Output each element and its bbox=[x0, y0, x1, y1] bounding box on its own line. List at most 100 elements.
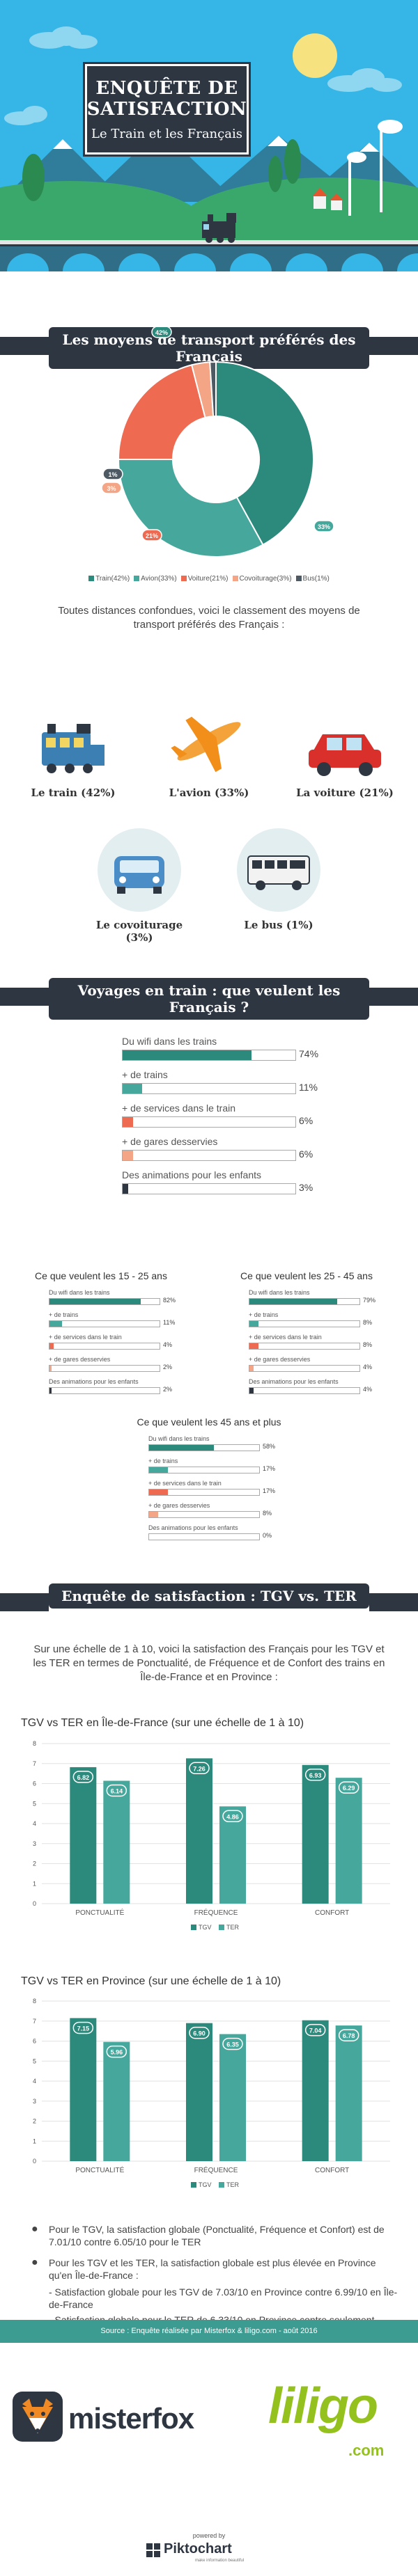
svg-text:33%: 33% bbox=[318, 523, 330, 530]
idf-chart-title: TGV vs TER en Île-de-France (sur une éch… bbox=[21, 1717, 304, 1729]
sun-icon bbox=[293, 33, 337, 78]
hbar-row: + de trains 8% bbox=[249, 1311, 381, 1334]
donut-slice bbox=[117, 364, 206, 460]
bar-tgv bbox=[70, 1767, 97, 1904]
hbar-category-label: Du wifi dans les trains bbox=[148, 1435, 210, 1442]
legend-item: TGV bbox=[191, 1924, 212, 1931]
legend-item: Bus(1%) bbox=[295, 575, 330, 583]
hbar-category-label: Des animations pour les enfants bbox=[49, 1378, 139, 1385]
hbar-track bbox=[249, 1343, 360, 1350]
train-item: Le train (42%) bbox=[21, 717, 125, 799]
footer-logos: misterfox liligo .com powered by Piktoch… bbox=[0, 2343, 418, 2576]
subhead-15-25: Ce que veulent les 15 - 25 ans bbox=[35, 1270, 167, 1281]
hbar-track bbox=[148, 1444, 260, 1451]
hbar-category-label: + de trains bbox=[122, 1069, 168, 1080]
wants-25-45-chart: Du wifi dans les trains 79% + de trains 8% +… bbox=[249, 1289, 381, 1400]
hbar-bar bbox=[249, 1366, 254, 1371]
hbar-track bbox=[148, 1511, 260, 1518]
y-tick-label: 7 bbox=[33, 1760, 36, 1767]
hbar-track bbox=[148, 1467, 260, 1473]
car-label: La voiture (21%) bbox=[296, 787, 394, 799]
hbar-track bbox=[122, 1183, 296, 1194]
subhead-45: Ce que veulent les 45 ans et plus bbox=[137, 1416, 281, 1428]
hbar-row: Du wifi dans les trains 82% bbox=[49, 1289, 181, 1311]
y-tick-label: 8 bbox=[33, 1740, 36, 1747]
hbar-row: + de services dans le train 17% bbox=[148, 1480, 281, 1502]
hbar-category-label: Du wifi dans les trains bbox=[49, 1289, 110, 1296]
hbar-value-label: 82% bbox=[163, 1297, 176, 1304]
donut-slice bbox=[209, 361, 217, 418]
svg-text:42%: 42% bbox=[155, 329, 168, 336]
hbar-bar bbox=[49, 1321, 62, 1327]
hbar-value-label: 3% bbox=[299, 1182, 314, 1193]
bar-value-label: 4.86 bbox=[222, 1810, 243, 1823]
hbar-value-label: 4% bbox=[363, 1364, 373, 1370]
svg-text:6.82: 6.82 bbox=[77, 1774, 90, 1781]
piktochart-logo-icon bbox=[146, 2543, 160, 2557]
hbar-row: Des animations pour les enfants 2% bbox=[49, 1378, 181, 1400]
x-tick-label: FRÉQUENCE bbox=[194, 1908, 238, 1917]
hbar-value-label: 8% bbox=[263, 1510, 272, 1517]
hbar-category-label: + de services dans le train bbox=[249, 1334, 322, 1341]
y-tick-label: 6 bbox=[33, 2038, 36, 2045]
hbar-row: Des animations pour les enfants 0% bbox=[148, 1524, 281, 1547]
train-label: Le train (42%) bbox=[31, 787, 116, 799]
bar-value-label: 6.78 bbox=[338, 2029, 359, 2041]
hbar-row: Du wifi dans les trains 79% bbox=[249, 1289, 381, 1311]
hbar-category-label: + de trains bbox=[49, 1311, 79, 1318]
hbar-row: Des animations pour les enfants 3% bbox=[122, 1169, 324, 1203]
svg-text:6.14: 6.14 bbox=[111, 1787, 123, 1794]
page-title: ENQUÊTE DE SATISFACTION bbox=[86, 77, 247, 120]
bar-tgv bbox=[70, 2018, 97, 2161]
y-tick-label: 5 bbox=[33, 2057, 36, 2064]
svg-text:6.93: 6.93 bbox=[309, 1772, 322, 1779]
page-subtitle: Le Train et les Français bbox=[91, 126, 242, 141]
powered-by: powered by bbox=[192, 2532, 226, 2539]
bullet-2: ● Pour les TGV et les TER, la satisfactio… bbox=[31, 2257, 376, 2281]
hbar-value-label: 58% bbox=[263, 1443, 276, 1450]
y-tick-label: 1 bbox=[33, 2138, 36, 2144]
hbar-bar bbox=[49, 1366, 52, 1371]
svg-text:6.29: 6.29 bbox=[343, 1785, 355, 1792]
svg-text:21%: 21% bbox=[146, 532, 158, 539]
hbar-category-label: Du wifi dans les trains bbox=[249, 1289, 310, 1296]
hbar-category-label: + de services dans le train bbox=[49, 1334, 122, 1341]
hbar-bar bbox=[249, 1299, 338, 1304]
bus-icon bbox=[247, 855, 310, 890]
hbar-row: Du wifi dans les trains 74% bbox=[122, 1036, 324, 1069]
hbar-track bbox=[122, 1083, 296, 1094]
hbar-category-label: + de services dans le train bbox=[122, 1103, 236, 1114]
y-tick-label: 8 bbox=[33, 1998, 36, 2005]
hbar-value-label: 6% bbox=[299, 1148, 314, 1160]
hbar-row: + de services dans le train 4% bbox=[49, 1334, 181, 1356]
hbar-value-label: 8% bbox=[363, 1319, 373, 1326]
hbar-track bbox=[122, 1050, 296, 1061]
plane-icon bbox=[171, 716, 241, 773]
donut-slice bbox=[117, 459, 264, 558]
svg-text:TGV: TGV bbox=[199, 2181, 212, 2188]
hbar-bar bbox=[249, 1343, 258, 1349]
liligo-logo: liligo bbox=[268, 2378, 378, 2434]
hbar-bar bbox=[149, 1512, 158, 1517]
hbar-category-label: Des animations pour les enfants bbox=[122, 1169, 261, 1180]
bus-label: Le bus (1%) bbox=[244, 919, 314, 931]
hbar-track bbox=[249, 1365, 360, 1372]
hbar-category-label: Des animations pour les enfants bbox=[148, 1524, 238, 1531]
idf-bar-chart: 0 1 2 3 4 5 6 7 8 6.82 6.14 PONCTUALITÉ 7.26 4.86 FRÉQ… bbox=[33, 1740, 390, 1931]
bar-ter bbox=[219, 2034, 246, 2161]
train-icon bbox=[42, 724, 104, 773]
y-tick-label: 4 bbox=[33, 2078, 36, 2085]
bar-value-label: 6.82 bbox=[72, 1771, 94, 1783]
bar-value-label: 7.15 bbox=[72, 2021, 94, 2034]
hbar-track bbox=[249, 1298, 360, 1305]
y-tick-label: 5 bbox=[33, 1800, 36, 1807]
hbar-bar bbox=[149, 1445, 214, 1451]
hbar-value-label: 79% bbox=[363, 1297, 376, 1304]
hbar-row: + de services dans le train 8% bbox=[249, 1334, 381, 1356]
y-tick-label: 3 bbox=[33, 2098, 36, 2105]
province-chart-title: TGV vs TER en Province (sur une échelle … bbox=[21, 1975, 281, 1987]
hbar-value-label: 6% bbox=[299, 1115, 314, 1126]
bar-value-label: 7.04 bbox=[304, 2023, 326, 2037]
hbar-bar bbox=[49, 1343, 54, 1349]
